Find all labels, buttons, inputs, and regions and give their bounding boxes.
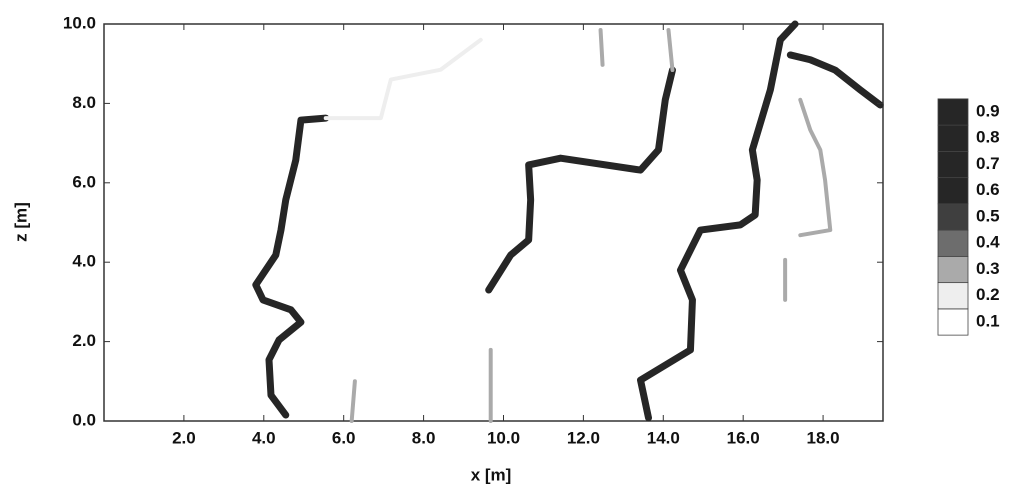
x-tick-label: 12.0 — [567, 428, 600, 447]
x-tick-label: 6.0 — [332, 428, 356, 447]
contour-line — [598, 27, 605, 67]
colorbar-swatch — [937, 255, 969, 284]
colorbar-label: 0.1 — [976, 311, 1000, 330]
x-axis-title: x [m] — [471, 465, 512, 484]
colorbar-swatch — [937, 229, 969, 257]
colorbar-swatch — [937, 203, 969, 231]
colorbar-label: 0.7 — [976, 154, 1000, 173]
contour-line — [798, 97, 833, 238]
contour-line — [485, 66, 676, 294]
y-tick-label: 2.0 — [72, 331, 96, 350]
colorbar-swatch — [937, 98, 969, 126]
y-tick-label: 0.0 — [72, 410, 96, 429]
x-tick-label: 14.0 — [647, 428, 680, 447]
colorbar-swatch — [937, 308, 969, 336]
colorbar-swatch — [937, 150, 969, 179]
x-tick-label: 2.0 — [172, 428, 196, 447]
y-tick-label: 10.0 — [63, 13, 96, 32]
y-axis-title: z [m] — [11, 202, 30, 242]
contour-line — [349, 379, 357, 423]
colorbar-label: 0.8 — [976, 128, 1000, 147]
colorbar-label: 0.3 — [976, 259, 1000, 278]
contour-line — [323, 37, 483, 121]
y-tick-label: 6.0 — [72, 172, 96, 191]
colorbar-label: 0.4 — [976, 233, 1000, 252]
colorbar-swatch — [937, 282, 969, 310]
colorbar-label: 0.2 — [976, 285, 1000, 304]
contour-line — [252, 114, 330, 419]
colorbar-label: 0.6 — [976, 180, 1000, 199]
x-tick-label: 18.0 — [807, 428, 840, 447]
y-tick-label: 4.0 — [72, 252, 96, 271]
contour-line — [637, 20, 799, 422]
colorbar-label: 0.9 — [976, 101, 1000, 120]
plot-frame — [103, 23, 884, 422]
colorbar-swatch — [937, 124, 969, 152]
x-tick-label: 16.0 — [727, 428, 760, 447]
x-tick-label: 4.0 — [252, 428, 276, 447]
x-tick-label: 8.0 — [412, 428, 436, 447]
y-tick-label: 8.0 — [72, 93, 96, 112]
contour-line — [666, 27, 675, 73]
colorbar-label: 0.5 — [976, 206, 1000, 225]
colorbar-swatch — [937, 177, 969, 205]
contour-line — [786, 51, 884, 109]
x-tick-label: 10.0 — [487, 428, 520, 447]
